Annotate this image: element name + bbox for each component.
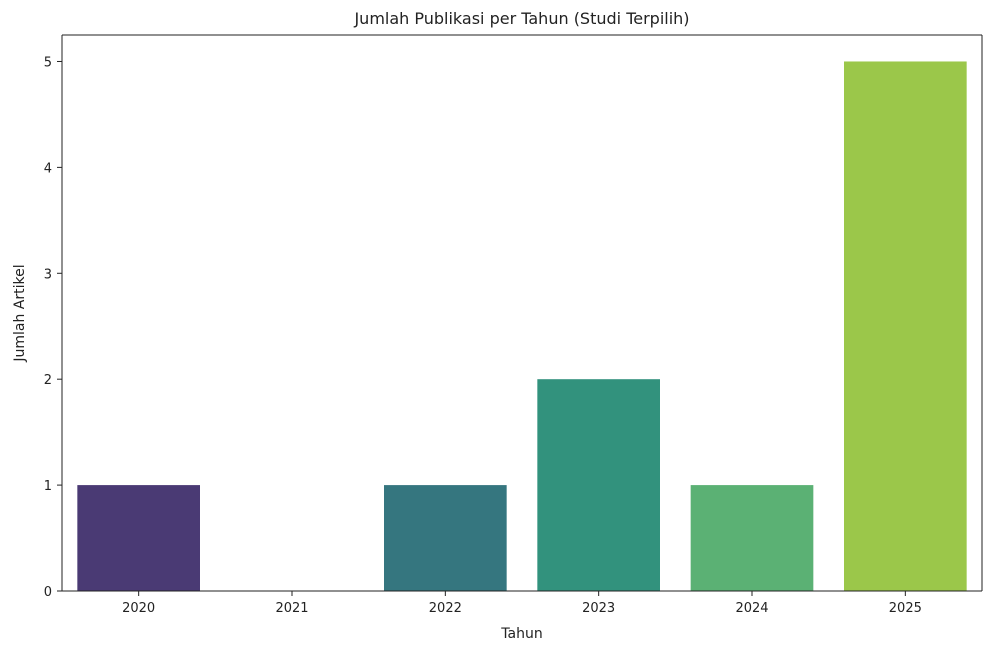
y-tick-label: 0 [44,585,52,600]
y-tick-label: 2 [44,373,52,388]
axes-group [61,34,983,592]
y-tick-label: 4 [44,161,52,176]
chart-title: Jumlah Publikasi per Tahun (Studi Terpil… [353,9,689,28]
x-tick-label: 2020 [122,601,155,616]
y-tick-label: 1 [44,479,52,494]
y-tick-label: 3 [44,267,52,282]
bar-2024 [690,485,814,591]
bars-group [77,61,967,591]
x-tick-label: 2023 [582,601,615,616]
x-tick-label: 2021 [275,601,308,616]
x-axis-label: Tahun [500,626,542,642]
bar-2025 [844,61,967,591]
x-tick-label: 2022 [429,601,462,616]
y-axis-label: Jumlah Artikel [12,264,28,362]
bar-2023 [537,379,660,591]
ticks-group: 2020 2021 2022 2023 2024 2025 0 1 2 3 4 5 [44,55,922,616]
bar-2022 [384,485,507,591]
x-tick-label: 2024 [735,601,768,616]
y-tick-label: 5 [44,55,52,70]
bar-2020 [77,485,200,591]
x-tick-label: 2025 [889,601,922,616]
